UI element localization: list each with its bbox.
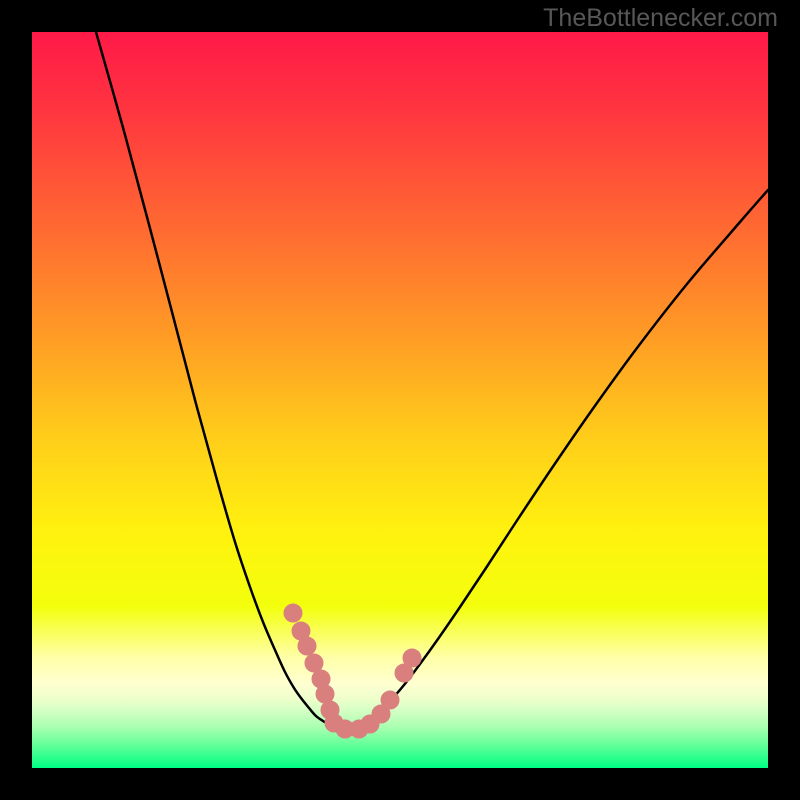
canvas: TheBottlenecker.com — [0, 0, 800, 800]
plot-area — [32, 32, 768, 768]
data-marker — [298, 637, 316, 655]
data-marker — [305, 654, 323, 672]
data-marker — [403, 649, 421, 667]
curve-layer — [32, 32, 768, 768]
data-marker — [284, 604, 302, 622]
watermark-text: TheBottlenecker.com — [543, 4, 778, 33]
data-markers — [284, 604, 421, 738]
data-marker — [316, 685, 334, 703]
data-marker — [381, 691, 399, 709]
bottleneck-curve — [96, 32, 768, 727]
